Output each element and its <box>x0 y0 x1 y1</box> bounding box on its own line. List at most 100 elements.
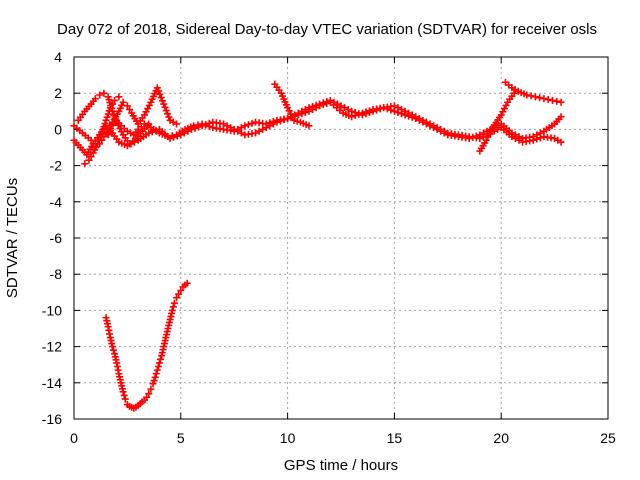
data-point <box>323 98 331 106</box>
data-point <box>536 134 544 142</box>
data-point <box>145 129 153 137</box>
data-point <box>394 104 402 112</box>
data-point <box>540 95 548 103</box>
data-point <box>273 118 281 126</box>
data-point <box>553 97 561 105</box>
x-tick-label: 5 <box>177 430 185 446</box>
data-point <box>111 96 119 104</box>
series-trace-d <box>104 84 181 139</box>
data-point <box>121 395 129 403</box>
data-point <box>102 116 110 124</box>
data-point <box>166 134 174 142</box>
data-point <box>107 121 115 129</box>
data-point <box>96 133 104 141</box>
x-axis-label: GPS time / hours <box>284 457 398 474</box>
series-trace-a <box>70 98 565 151</box>
data-point <box>147 385 155 393</box>
data-point <box>373 106 381 114</box>
data-point <box>95 136 103 144</box>
data-point <box>515 136 523 144</box>
series-trace-f <box>271 80 313 130</box>
data-point <box>126 105 134 113</box>
series-trace-i <box>102 279 191 412</box>
data-point <box>298 107 306 115</box>
data-point <box>230 125 238 133</box>
data-point <box>437 125 445 133</box>
data-point <box>390 102 398 110</box>
data-point <box>533 135 541 143</box>
data-point <box>508 133 516 141</box>
data-point <box>198 122 206 130</box>
data-point <box>405 109 413 117</box>
data-point <box>85 156 93 164</box>
data-point <box>422 118 430 126</box>
data-point <box>412 113 420 121</box>
data-point <box>266 122 274 130</box>
data-point <box>173 294 181 302</box>
data-point <box>153 366 161 374</box>
data-point <box>262 124 270 132</box>
data-point <box>81 160 89 168</box>
data-point <box>184 127 192 135</box>
data-point <box>419 116 427 124</box>
data-point <box>99 126 107 134</box>
data-point <box>305 122 313 130</box>
data-point <box>358 111 366 119</box>
data-point <box>106 104 114 112</box>
data-point <box>557 113 565 121</box>
data-point <box>244 121 252 129</box>
data-points <box>70 78 565 412</box>
data-point <box>165 113 173 121</box>
data-point <box>110 346 118 354</box>
data-point <box>161 103 169 111</box>
data-point <box>100 123 108 131</box>
data-point <box>494 125 502 133</box>
data-point <box>408 111 416 119</box>
series-trace-g <box>501 78 565 106</box>
data-point <box>529 136 537 144</box>
data-point <box>104 131 112 139</box>
data-point <box>119 98 127 106</box>
data-point <box>312 101 320 109</box>
data-point <box>255 127 263 135</box>
axis-ticks <box>73 56 609 420</box>
data-point <box>369 107 377 115</box>
data-point <box>175 290 183 298</box>
data-point <box>106 124 114 132</box>
data-point <box>169 303 177 311</box>
data-point <box>220 120 228 128</box>
data-point <box>195 123 203 131</box>
data-point <box>365 109 373 117</box>
data-point <box>105 128 113 136</box>
data-point <box>523 91 531 99</box>
data-point <box>183 279 191 287</box>
data-point <box>511 134 519 142</box>
data-point <box>154 363 162 371</box>
data-point <box>280 116 288 124</box>
data-point <box>153 84 161 92</box>
x-tick-labels: 0 5 10 15 20 25 <box>70 430 616 446</box>
data-point <box>152 370 160 378</box>
data-point <box>152 127 160 135</box>
data-point <box>157 355 165 363</box>
data-point <box>100 89 108 97</box>
data-point <box>91 95 99 103</box>
data-point <box>148 128 156 136</box>
series-trace-b <box>70 96 565 159</box>
y-tick-label: -14 <box>42 375 62 391</box>
data-point <box>557 98 565 106</box>
data-point <box>548 96 556 104</box>
data-point <box>557 138 565 146</box>
chart-title: Day 072 of 2018, Sidereal Day-to-day VTE… <box>57 21 597 38</box>
data-point <box>319 99 327 107</box>
data-point <box>119 388 127 396</box>
data-point <box>248 119 256 127</box>
data-point <box>426 120 434 128</box>
data-point <box>173 132 181 140</box>
data-point <box>309 102 317 110</box>
y-tick-label: -16 <box>42 411 62 427</box>
x-tick-label: 25 <box>600 430 616 446</box>
data-point <box>155 87 163 95</box>
data-point <box>101 120 109 128</box>
